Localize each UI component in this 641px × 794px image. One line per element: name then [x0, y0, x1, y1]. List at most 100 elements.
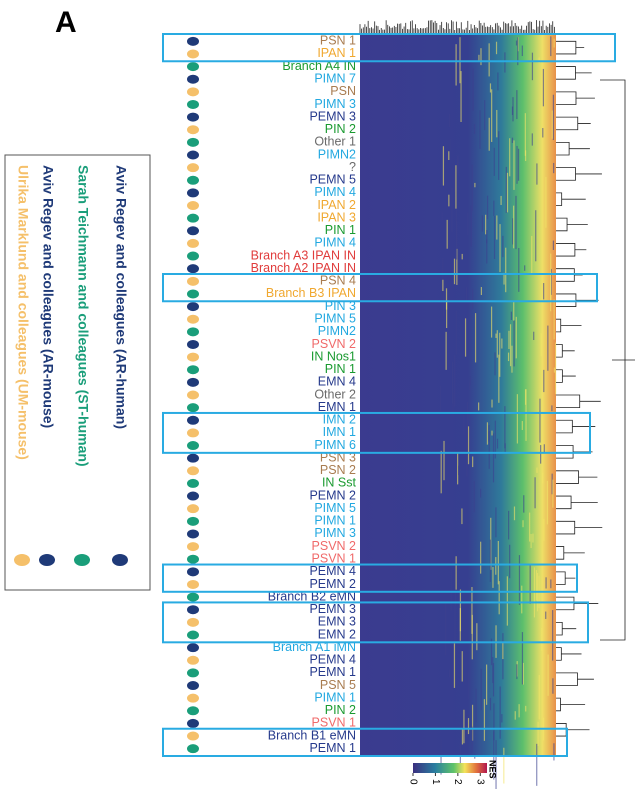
row-icon — [187, 390, 199, 400]
heatmap-stripe — [513, 506, 516, 521]
row-label: PIMN 3 — [314, 526, 356, 540]
heatmap-stripe — [466, 715, 468, 738]
heatmap-stripe — [506, 172, 509, 213]
heatmap-stripe — [493, 215, 496, 260]
row-label: ? — [349, 160, 356, 174]
row-label: IPAN 2 — [317, 198, 356, 212]
heatmap-stripe — [517, 148, 520, 181]
heatmap-stripe — [458, 465, 460, 475]
heatmap-stripe — [500, 195, 502, 205]
row-icon — [187, 327, 199, 337]
heatmap-stripe — [521, 45, 523, 57]
heatmap-stripe — [543, 283, 545, 300]
row-label: PEMN 4 — [309, 653, 356, 667]
heatmap-stripe — [513, 301, 515, 321]
row-icon — [187, 441, 199, 451]
heatmap-stripe — [471, 704, 474, 741]
heatmap-stripe — [486, 664, 488, 705]
row-icon — [187, 163, 199, 173]
row-icon — [187, 693, 199, 703]
heatmap-stripe — [507, 352, 510, 362]
heatmap-stripe — [442, 258, 444, 293]
highlight-box — [162, 727, 568, 757]
heatmap-stripe — [531, 52, 534, 81]
heatmap-stripe — [471, 614, 473, 660]
heatmap-body — [360, 35, 556, 755]
heatmap-stripe — [511, 106, 514, 116]
heatmap-stripe — [553, 367, 556, 373]
row-icon — [187, 592, 199, 602]
heatmap-stripe — [471, 586, 473, 634]
row-label: PIN 1 — [325, 223, 356, 237]
heatmap-stripe — [553, 38, 555, 48]
row-icon — [187, 150, 199, 160]
row-label: PSN 2 — [320, 463, 356, 477]
heatmap-stripe — [553, 162, 555, 174]
row-label: Branch A2 IPAN IN — [251, 261, 356, 275]
heatmap-stripe — [516, 90, 518, 120]
heatmap-stripe — [502, 642, 504, 660]
row-icon — [187, 137, 199, 147]
heatmap-stripe — [550, 268, 553, 295]
heatmap-stripe — [531, 133, 533, 146]
heatmap-stripe — [461, 253, 463, 260]
heatmap-stripe — [449, 138, 451, 150]
highlight-box — [162, 33, 616, 63]
heatmap-stripe — [453, 171, 455, 192]
row-label: PSVN 2 — [312, 337, 357, 351]
row-icon — [187, 630, 199, 640]
colorbar-tick-label: 3 — [475, 779, 486, 785]
legend: Ulrika Marklund and colleagues (UM-mouse… — [14, 165, 129, 566]
heatmap-stripe — [513, 320, 515, 367]
colorbar-scale — [413, 763, 487, 773]
highlight-box — [162, 601, 589, 644]
heatmap-stripe — [485, 214, 487, 235]
row-label: PSN 5 — [320, 678, 356, 692]
heatmap-stripe — [510, 311, 512, 321]
heatmap-stripe — [470, 205, 472, 247]
heatmap-stripe — [453, 643, 456, 688]
heatmap-stripe — [451, 187, 453, 232]
heatmap-stripe — [509, 544, 511, 579]
legend-icon — [14, 554, 30, 566]
row-label: PEMN 5 — [309, 173, 356, 187]
heatmap-stripe — [542, 472, 544, 484]
row-label: PIMN 4 — [314, 236, 356, 250]
heatmap-stripe — [495, 740, 497, 790]
heatmap-stripe — [494, 352, 496, 376]
row-label: IMN 1 — [323, 425, 356, 439]
heatmap-stripe — [459, 744, 461, 771]
heatmap-stripe — [466, 442, 468, 477]
heatmap-stripe — [489, 83, 492, 93]
heatmap-stripe — [550, 579, 552, 589]
row-icon — [187, 516, 199, 526]
heatmap-stripe — [535, 570, 538, 601]
heatmap-stripe — [454, 606, 456, 655]
heatmap-stripe — [493, 200, 495, 216]
heatmap-stripe — [538, 675, 540, 720]
row-label: Branch A4 IN — [282, 59, 356, 73]
heatmap-stripe — [476, 623, 478, 651]
heatmap-stripe — [474, 182, 476, 188]
heatmap-stripe — [455, 44, 457, 86]
row-label: PSVN 1 — [312, 552, 357, 566]
heatmap-stripe — [551, 405, 553, 412]
row-label: PIN 1 — [325, 362, 356, 376]
heatmap-stripe — [442, 282, 445, 316]
heatmap-stripe — [463, 414, 465, 435]
heatmap-stripe — [533, 331, 535, 341]
heatmap-stripe — [446, 219, 448, 249]
heatmap-stripe — [511, 137, 514, 143]
row-label: PEMN 4 — [309, 564, 356, 578]
row-label: PEMN 1 — [309, 665, 356, 679]
heatmap-stripe — [552, 479, 554, 508]
row-label: IPAN 1 — [317, 46, 356, 60]
heatmap-stripe — [521, 585, 523, 614]
row-icon — [187, 314, 199, 324]
heatmap-stripe — [543, 518, 545, 541]
row-label: Branch B3 IPAN — [266, 286, 356, 300]
heatmap-stripe — [473, 124, 476, 134]
row-label: PIMN 1 — [314, 690, 356, 704]
